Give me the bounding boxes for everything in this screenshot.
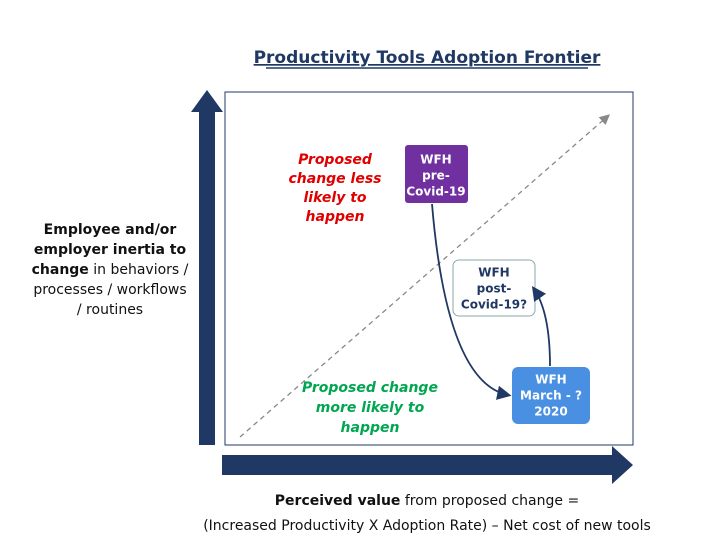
label-segment: / routines: [77, 302, 143, 318]
label-line: (Increased Productivity X Adoption Rate)…: [203, 518, 651, 534]
node-label: post-: [477, 282, 512, 296]
x-arrow: [222, 446, 633, 484]
node-label: WFH: [478, 266, 509, 280]
label-line: / routines: [77, 302, 143, 318]
label-segment: employer inertia to: [34, 242, 187, 258]
label-segment: in behaviors /: [89, 262, 189, 278]
note-line: more likely to: [316, 400, 425, 416]
label-segment: processes / workflows: [33, 282, 186, 298]
note-line: happen: [341, 420, 400, 436]
node-box: [512, 367, 590, 424]
note-line: likely to: [303, 190, 366, 206]
node-label: Covid-19: [406, 185, 465, 199]
note-line: Proposed: [298, 152, 373, 168]
label-line: Employee and/or: [44, 222, 177, 238]
frontier-line: [239, 114, 610, 438]
note-line: change less: [288, 171, 381, 187]
node-label: WFH: [535, 373, 566, 387]
label-line: employer inertia to: [34, 242, 187, 258]
node-label: Covid-19?: [461, 298, 527, 312]
note-line: Proposed change: [302, 380, 438, 396]
y-arrow: [191, 90, 223, 445]
node-box: [405, 145, 468, 203]
connector: [431, 203, 512, 400]
connector: [531, 286, 551, 367]
node-label: WFH: [420, 153, 451, 167]
label-segment: Employee and/or: [44, 222, 177, 238]
note-line: happen: [306, 209, 365, 225]
label-line: Perceived value from proposed change =: [275, 493, 579, 509]
node-label: pre-: [422, 169, 450, 183]
label-segment: (Increased Productivity X Adoption Rate)…: [203, 518, 651, 534]
title: Productivity Tools Adoption Frontier: [254, 48, 601, 68]
label-line: change in behaviors /: [32, 262, 189, 278]
label-segment: change: [32, 262, 89, 278]
node-label: March - ?: [520, 389, 582, 403]
label-segment: from proposed change =: [400, 493, 579, 509]
node-label: 2020: [534, 405, 567, 419]
label-segment: Perceived value: [275, 493, 401, 509]
label-line: processes / workflows: [33, 282, 186, 298]
